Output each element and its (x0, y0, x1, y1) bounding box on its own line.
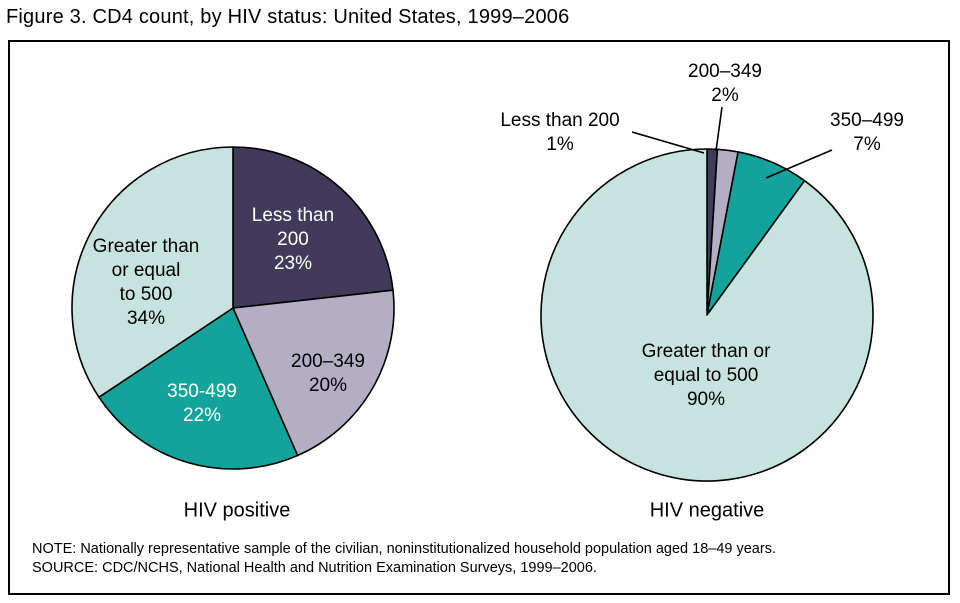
pie-positive-slice-2 (98, 307, 299, 470)
pie-caption-hiv-positive: HIV positive (183, 499, 291, 522)
pie-charts-svg (71, 106, 874, 482)
figure-title: Figure 3. CD4 count, by HIV status: Unit… (6, 6, 570, 28)
slice-label-negative-350-499: 350–499 7% (830, 110, 904, 155)
slice-label-negative-200-349: 200–349 2% (688, 61, 762, 106)
slice-label-negative-less-than-200: Less than 200 1% (500, 110, 620, 155)
source-text: SOURCE: CDC/NCHS, National Health and Nu… (32, 560, 597, 576)
slice-label-positive-less-than-200: Less than 200 23% (251, 205, 335, 274)
pie-positive-slice-3 (71, 146, 234, 398)
leader-line-2 (765, 149, 833, 179)
note-text: NOTE: Nationally representative sample o… (32, 541, 776, 557)
chart-container: Less than 200 23% 200–349 20% 350-499 22… (8, 40, 950, 595)
pie-positive-slice-1 (232, 289, 395, 457)
slice-label-positive-200-349: 200–349 20% (291, 351, 365, 396)
pie-caption-hiv-negative: HIV negative (649, 499, 765, 522)
slice-label-positive-ge-500: Greater than or equal to 500 34% (92, 236, 200, 329)
leader-line-1 (715, 106, 723, 152)
leader-line-0 (631, 131, 705, 154)
slice-label-negative-ge-500: Greater than or equal to 500 90% (641, 341, 771, 410)
pie-negative-slice-3 (540, 148, 874, 482)
pie-positive-slice-0 (232, 146, 394, 309)
slice-label-positive-350-499: 350-499 22% (167, 381, 237, 426)
